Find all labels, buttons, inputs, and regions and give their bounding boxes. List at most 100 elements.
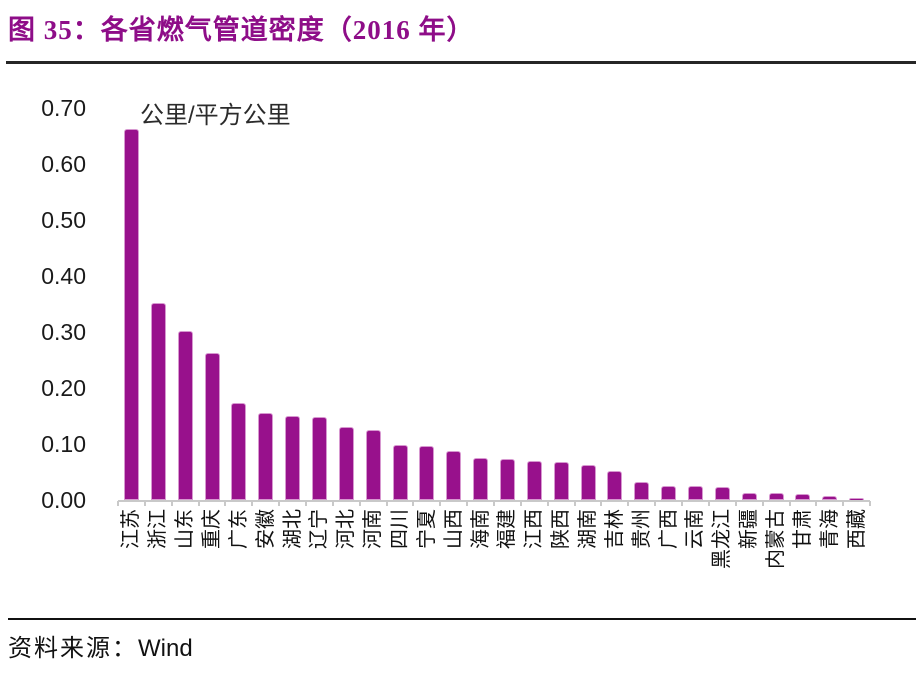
bar-新疆 bbox=[742, 493, 756, 500]
x-axis-label: 西藏 bbox=[845, 509, 868, 549]
x-axis-tick bbox=[761, 500, 764, 506]
bar-西藏 bbox=[850, 498, 864, 500]
x-axis-label: 贵州 bbox=[630, 509, 653, 549]
x-axis-tick bbox=[143, 500, 146, 506]
source-name: Wind bbox=[138, 635, 193, 662]
x-axis-label: 山西 bbox=[442, 509, 465, 549]
x-axis-label: 甘肃 bbox=[791, 509, 814, 549]
x-axis-label: 湖北 bbox=[281, 509, 304, 549]
x-axis-tick bbox=[358, 500, 361, 506]
x-axis-tick bbox=[815, 500, 818, 506]
bar-安徽 bbox=[259, 414, 273, 500]
bar-黑龙江 bbox=[715, 488, 729, 500]
x-axis-label: 江苏 bbox=[120, 509, 143, 549]
bar-江西 bbox=[527, 462, 541, 500]
y-axis-tick-label: 0.50 bbox=[41, 206, 86, 233]
bar-湖南 bbox=[581, 465, 595, 500]
x-axis-label: 安徽 bbox=[254, 509, 277, 549]
bar-福建 bbox=[500, 459, 514, 500]
x-axis-label: 吉林 bbox=[603, 509, 626, 549]
x-axis-tick bbox=[439, 500, 442, 506]
x-axis-tick bbox=[466, 500, 469, 506]
x-axis-label: 湖南 bbox=[577, 509, 600, 549]
bar-陕西 bbox=[554, 462, 568, 500]
source-note: 资料来源：Wind bbox=[8, 628, 193, 663]
x-axis-tick bbox=[224, 500, 227, 506]
y-axis-tick-label: 0.20 bbox=[41, 374, 86, 401]
x-axis-label: 青海 bbox=[818, 509, 841, 549]
x-axis-tick bbox=[331, 500, 334, 506]
y-axis-tick-label: 0.00 bbox=[41, 486, 86, 513]
y-axis-tick-label: 0.30 bbox=[41, 318, 86, 345]
y-axis-tick-label: 0.60 bbox=[41, 150, 86, 177]
x-axis-label: 广西 bbox=[657, 509, 680, 549]
bar-山西 bbox=[447, 451, 461, 500]
x-axis-label: 江西 bbox=[523, 509, 546, 549]
x-axis-tick bbox=[869, 500, 872, 506]
x-axis-tick bbox=[197, 500, 200, 506]
x-axis-label: 河北 bbox=[335, 509, 358, 549]
x-axis-tick bbox=[681, 500, 684, 506]
x-axis-label: 山东 bbox=[174, 509, 197, 549]
bar-辽宁 bbox=[312, 417, 326, 500]
x-axis-label: 河南 bbox=[362, 509, 385, 549]
x-axis-tick bbox=[788, 500, 791, 506]
bar-甘肃 bbox=[796, 495, 810, 500]
bar-浙江 bbox=[151, 303, 165, 500]
figure-title: 图 35：各省燃气管道密度（2016 年） bbox=[8, 15, 475, 45]
x-axis-label: 广东 bbox=[227, 509, 250, 549]
bar-内蒙古 bbox=[769, 494, 783, 500]
bar-山东 bbox=[178, 331, 192, 500]
x-axis-tick bbox=[305, 500, 308, 506]
bar-宁夏 bbox=[420, 446, 434, 500]
x-axis-tick bbox=[519, 500, 522, 506]
x-axis-label: 内蒙古 bbox=[765, 509, 788, 569]
y-axis-tick-label: 0.40 bbox=[41, 262, 86, 289]
x-axis-tick bbox=[251, 500, 254, 506]
bar-湖北 bbox=[286, 416, 300, 500]
bar-四川 bbox=[393, 446, 407, 500]
y-axis-tick-label: 0.10 bbox=[41, 430, 86, 457]
x-axis-label: 海南 bbox=[469, 509, 492, 549]
x-axis-label: 云南 bbox=[684, 509, 707, 549]
x-axis-tick bbox=[654, 500, 657, 506]
x-axis-label: 辽宁 bbox=[308, 509, 331, 549]
x-axis-tick bbox=[278, 500, 281, 506]
bar-吉林 bbox=[608, 471, 622, 500]
x-axis-tick bbox=[707, 500, 710, 506]
x-axis-label: 宁夏 bbox=[415, 509, 438, 549]
bar-海南 bbox=[474, 458, 488, 500]
y-axis-tick-label: 0.70 bbox=[41, 94, 86, 121]
bar-河北 bbox=[339, 428, 353, 500]
x-axis-label: 新疆 bbox=[738, 509, 761, 549]
bar-重庆 bbox=[205, 354, 219, 500]
bar-青海 bbox=[823, 497, 837, 500]
title-divider bbox=[6, 61, 916, 64]
x-axis-tick bbox=[734, 500, 737, 506]
bar-云南 bbox=[688, 487, 702, 500]
x-axis-tick bbox=[546, 500, 549, 506]
x-axis-tick bbox=[573, 500, 576, 506]
x-axis-tick bbox=[117, 500, 119, 506]
x-axis-label: 陕西 bbox=[550, 509, 573, 549]
bar-广西 bbox=[662, 486, 676, 500]
x-axis-label: 黑龙江 bbox=[711, 509, 734, 569]
x-axis-label: 四川 bbox=[389, 509, 412, 549]
x-axis-tick bbox=[627, 500, 630, 506]
bar-chart: 公里/平方公里 0.00 0.10 0.20 0.30 0.40 0.50 0.60 0.70… bbox=[41, 94, 872, 569]
x-axis-tick bbox=[385, 500, 388, 506]
x-axis-tick bbox=[842, 500, 845, 506]
x-axis-tick bbox=[493, 500, 496, 506]
x-axis-label: 福建 bbox=[496, 509, 519, 549]
footer-divider bbox=[8, 618, 916, 620]
y-axis-unit-label: 公里/平方公里 bbox=[140, 102, 291, 129]
bar-江苏 bbox=[124, 130, 138, 500]
source-label: 资料来源： bbox=[8, 636, 138, 662]
x-axis-tick bbox=[600, 500, 603, 506]
x-axis-label: 重庆 bbox=[201, 509, 223, 549]
x-axis-tick bbox=[170, 500, 173, 506]
bar-贵州 bbox=[635, 482, 649, 500]
x-axis-tick bbox=[412, 500, 415, 506]
bar-河南 bbox=[366, 430, 380, 500]
bar-广东 bbox=[232, 404, 246, 500]
